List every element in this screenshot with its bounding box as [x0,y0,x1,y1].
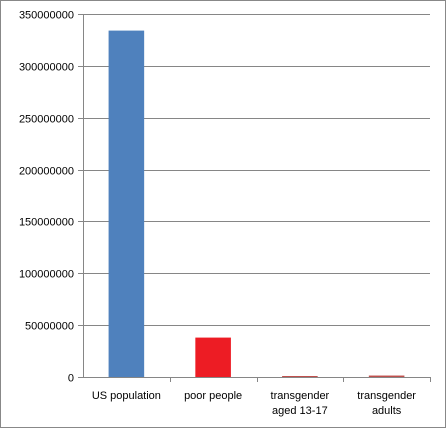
y-tick-label: 50000000 [25,321,74,333]
axes [78,14,431,382]
bars [108,30,405,377]
x-tick-label: US population [92,390,161,402]
x-tick-label: poor people [184,390,242,402]
y-tick-label: 0 [68,373,74,385]
y-tick-label: 200000000 [19,166,74,178]
x-tick-label: transgender [357,390,416,402]
y-tick-label: 350000000 [19,10,74,22]
y-tick-label: 100000000 [19,269,74,281]
x-tick-label: aged 13-17 [272,405,328,417]
bar-transgender-aged-13-17 [282,376,318,377]
x-tick-label: adults [372,405,402,417]
x-tick-label: transgender [271,390,330,402]
y-tick-labels: 0 50000000 100000000 150000000 200000000 2500… [19,10,74,385]
bar-us-population [108,30,145,377]
y-tick-label: 250000000 [19,114,74,126]
bar-poor-people [195,337,231,377]
y-tick-label: 300000000 [19,62,74,74]
y-tick-label: 150000000 [19,217,74,229]
bar-transgender-adults [368,375,405,377]
x-tick-labels: US population poor people transgender aged … [92,390,416,417]
